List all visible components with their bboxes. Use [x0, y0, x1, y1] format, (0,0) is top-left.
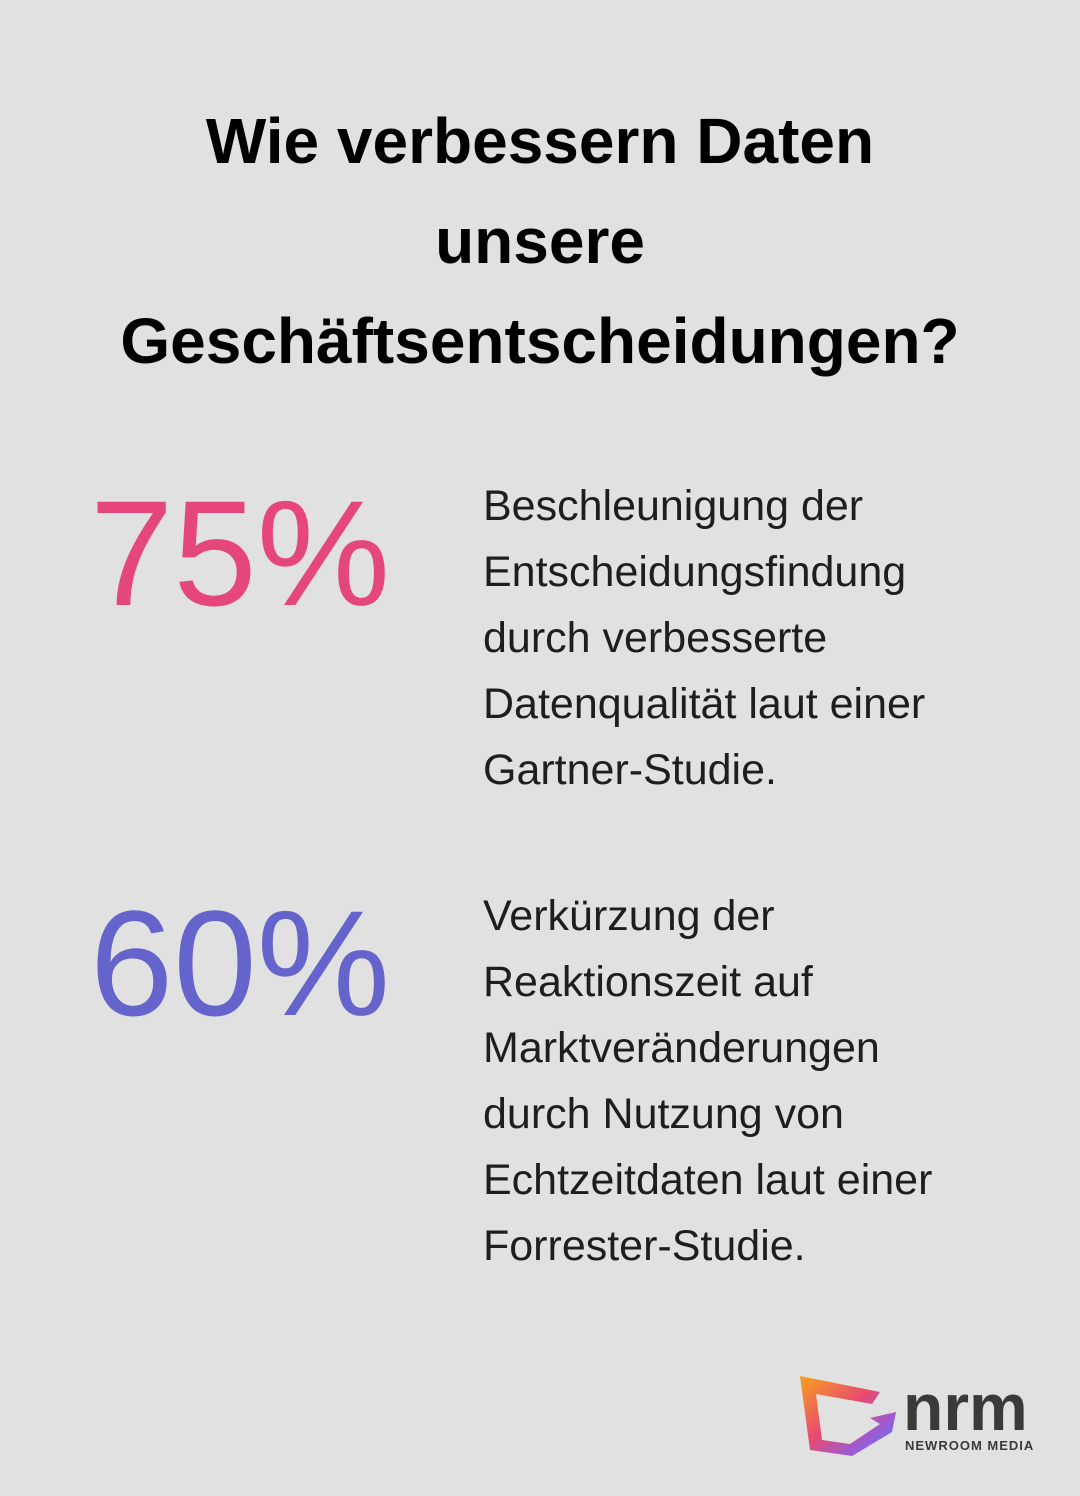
stat-description: Marktveränderungen: [483, 1024, 880, 1072]
stat-description: durch verbesserte: [483, 614, 827, 662]
stat-description: Verkürzung der: [483, 892, 775, 940]
stat-value: 60%: [90, 879, 390, 1047]
stat-description: Gartner-Studie.: [483, 746, 777, 794]
title-line: unsere: [435, 205, 645, 277]
logo-icon: [800, 1376, 896, 1456]
title-line: Geschäftsentscheidungen?: [120, 305, 959, 377]
title-line: Wie verbessern Daten: [206, 105, 874, 177]
stat-description: durch Nutzung von: [483, 1090, 844, 1138]
stat-description: Entscheidungsfindung: [483, 548, 906, 596]
stat-description: Forrester-Studie.: [483, 1222, 806, 1270]
stat-description: Echtzeitdaten laut einer: [483, 1156, 932, 1204]
stat-description: Beschleunigung der: [483, 482, 863, 530]
stat-value: 75%: [90, 469, 390, 637]
logo-name: nrm: [903, 1370, 1028, 1444]
logo-subtitle: NEWROOM MEDIA: [905, 1438, 1034, 1453]
stat-description: Reaktionszeit auf: [483, 958, 814, 1006]
stat-description: Datenqualität laut einer: [483, 680, 925, 728]
